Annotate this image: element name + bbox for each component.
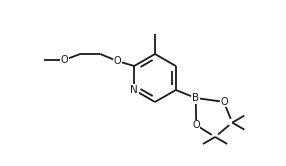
Text: N: N: [130, 85, 138, 95]
Text: B: B: [192, 93, 199, 103]
Text: B: B: [192, 93, 199, 103]
Text: O: O: [192, 120, 200, 130]
Text: N: N: [130, 85, 138, 95]
Text: O: O: [220, 97, 228, 107]
Text: O: O: [60, 55, 68, 65]
Text: O: O: [114, 56, 121, 66]
